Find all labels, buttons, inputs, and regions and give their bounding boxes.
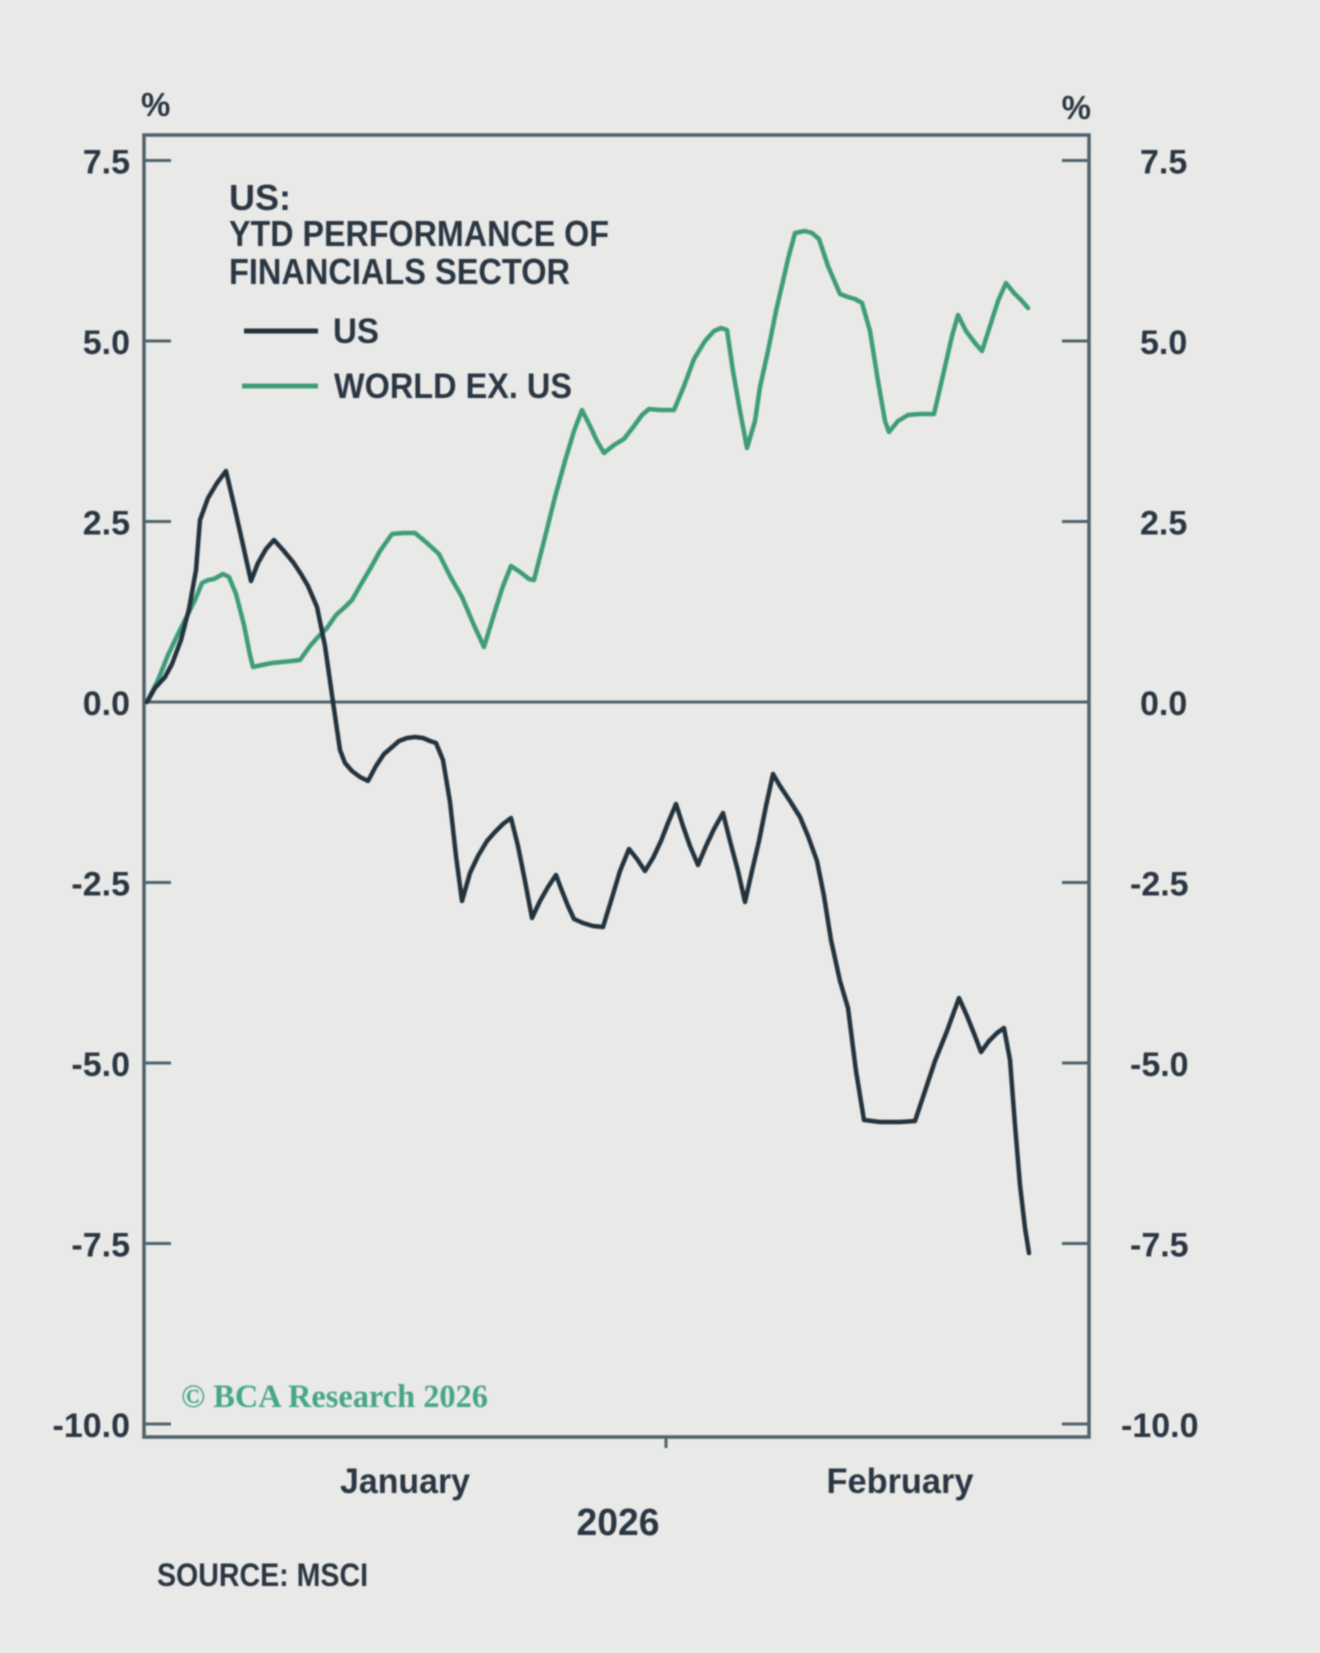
svg-text:%: %: [141, 86, 170, 123]
svg-text:-7.5: -7.5: [1130, 1227, 1189, 1265]
svg-text:SOURCE: MSCI: SOURCE: MSCI: [157, 1557, 368, 1593]
svg-text:5.0: 5.0: [1140, 324, 1187, 362]
svg-text:-2.5: -2.5: [71, 866, 130, 904]
svg-text:-10.0: -10.0: [53, 1407, 131, 1445]
svg-text:%: %: [1062, 89, 1091, 126]
svg-text:-5.0: -5.0: [1130, 1046, 1189, 1084]
svg-text:YTD PERFORMANCE OF: YTD PERFORMANCE OF: [229, 213, 609, 254]
svg-text:7.5: 7.5: [83, 144, 130, 182]
svg-text:January: January: [340, 1462, 471, 1501]
svg-text:2.5: 2.5: [1140, 505, 1187, 543]
svg-text:2.5: 2.5: [83, 505, 130, 543]
svg-text:US:: US:: [229, 177, 291, 218]
svg-text:0.0: 0.0: [1140, 685, 1187, 723]
svg-text:February: February: [827, 1462, 975, 1501]
svg-text:7.5: 7.5: [1140, 144, 1187, 182]
svg-text:-10.0: -10.0: [1121, 1407, 1199, 1445]
svg-text:FINANCIALS SECTOR: FINANCIALS SECTOR: [229, 251, 570, 292]
svg-text:US: US: [333, 312, 379, 351]
svg-text:-7.5: -7.5: [71, 1227, 130, 1265]
svg-text:5.0: 5.0: [83, 324, 130, 362]
svg-text:0.0: 0.0: [83, 685, 130, 723]
svg-text:-2.5: -2.5: [1130, 866, 1189, 904]
svg-text:-5.0: -5.0: [71, 1046, 130, 1084]
svg-text:WORLD EX. US: WORLD EX. US: [334, 367, 572, 406]
svg-text:2026: 2026: [577, 1502, 660, 1544]
svg-text:© BCA Research 2026: © BCA Research 2026: [181, 1379, 488, 1415]
